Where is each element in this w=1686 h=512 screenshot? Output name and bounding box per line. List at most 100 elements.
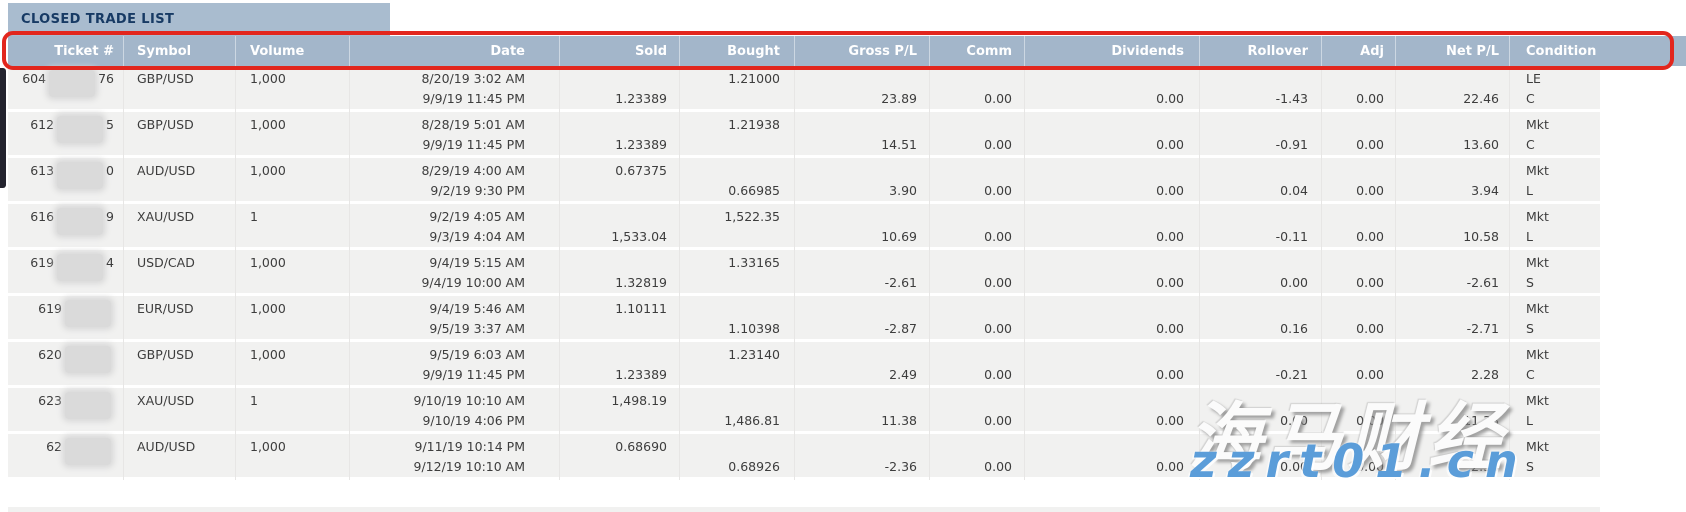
cell-line — [930, 299, 1012, 319]
cell-volume: 1 — [236, 204, 350, 250]
column-header-volume[interactable]: Volume — [236, 36, 350, 66]
cell-line: 0.00 — [1356, 229, 1384, 244]
cell-line: 13.60 — [1463, 137, 1499, 152]
partial-next-row — [8, 507, 1600, 512]
cell-sold: 0.68690 — [560, 434, 680, 480]
cell-line — [560, 115, 667, 135]
cell-line: 9/5/19 3:37 AM — [429, 321, 525, 336]
cell-line: 9/4/19 5:15 AM — [429, 255, 525, 270]
cell-line: 0.00 — [1156, 183, 1184, 198]
cell-line: 1.23389 — [615, 91, 667, 106]
cell-net_pl: 10.58 — [1396, 204, 1510, 250]
cell-date: 9/4/19 5:46 AM 9/5/19 3:37 AM — [350, 296, 560, 342]
cell-comm: 0.00 — [930, 250, 1025, 296]
cell-line — [560, 181, 667, 201]
cell-line: 0.68926 — [728, 459, 780, 474]
cell-line — [1322, 345, 1384, 365]
cell-line: C — [1526, 367, 1535, 382]
cell-line — [1396, 161, 1499, 181]
cell-line: C — [1526, 91, 1535, 106]
cell-gross_pl: -2.87 — [795, 296, 930, 342]
cell-net_pl: 22.46 — [1396, 66, 1510, 112]
cell-line — [250, 273, 349, 293]
cell-rollover: 0.00 — [1200, 250, 1322, 296]
cell-dividends: 0.00 — [1025, 250, 1200, 296]
cell-gross_pl: 14.51 — [795, 112, 930, 158]
cell-line: 0.00 — [1156, 91, 1184, 106]
cell-line: 1.21000 — [728, 71, 780, 86]
cell-symbol: XAU/USD — [124, 388, 236, 434]
cell-line: -0.11 — [1275, 229, 1308, 244]
cell-sold: 1.23389 — [560, 342, 680, 388]
column-header-comm[interactable]: Comm — [930, 36, 1025, 66]
cell-line — [1396, 299, 1499, 319]
cell-line: 2.28 — [1471, 367, 1499, 382]
closed-trade-list-tab[interactable]: CLOSED TRADE LIST — [8, 3, 390, 36]
column-header-symbol[interactable]: Symbol — [124, 36, 236, 66]
cell-line: 3.90 — [889, 183, 917, 198]
cell-bought: 1.23140 — [680, 342, 795, 388]
cell-line: 0.00 — [984, 183, 1012, 198]
cell-line — [795, 115, 917, 135]
column-header-adj[interactable]: Adj — [1322, 36, 1396, 66]
cell-line: 0.00 — [984, 459, 1012, 474]
cell-date: 9/2/19 4:05 AM 9/3/19 4:04 AM — [350, 204, 560, 250]
column-header-date[interactable]: Date — [350, 36, 560, 66]
cell-condition: Mkt L — [1510, 388, 1600, 434]
cell-line: 9/9/19 11:45 PM — [422, 367, 525, 382]
cell-line: 1,000 — [250, 117, 286, 132]
cell-rollover: 0.00 — [1200, 388, 1322, 434]
column-header-sold[interactable]: Sold — [560, 36, 680, 66]
cell-line — [1396, 207, 1499, 227]
trade-row: 616 9 XAU/USD 1 9/2/19 4:05 AM 9/3/19 4:04 AM… — [8, 204, 1600, 250]
column-header-condition[interactable]: Condition — [1526, 43, 1597, 59]
cell-line: -1.43 — [1275, 91, 1308, 106]
cell-ticket: 613 0 — [8, 158, 124, 204]
cell-condition: Mkt L — [1510, 158, 1600, 204]
cell-line — [560, 345, 667, 365]
cell-line: AUD/USD — [137, 439, 196, 454]
cell-line — [1025, 207, 1184, 227]
column-header-gross_pl[interactable]: Gross P/L — [795, 36, 930, 66]
cell-date: 9/11/19 10:14 PM 9/12/19 10:10 AM — [350, 434, 560, 480]
cell-line: 9/9/19 11:45 PM — [422, 137, 525, 152]
cell-line: Mkt — [1526, 117, 1549, 132]
trade-row: 612 5 GBP/USD 1,000 8/28/19 5:01 AM 9/9/19 11… — [8, 112, 1600, 158]
cell-line — [560, 457, 667, 477]
cell-net_pl: 13.60 — [1396, 112, 1510, 158]
column-header-net_pl[interactable]: Net P/L — [1396, 36, 1510, 66]
cell-line: 0.00 — [984, 367, 1012, 382]
column-header-rollover[interactable]: Rollover — [1200, 36, 1322, 66]
cell-line — [560, 69, 667, 89]
column-header-dividends[interactable]: Dividends — [1025, 36, 1200, 66]
cell-line: -2.61 — [884, 275, 917, 290]
cell-line: 0.00 — [1356, 413, 1384, 428]
cell-line: -0.91 — [1275, 137, 1308, 152]
cell-line: 22.46 — [1463, 91, 1499, 106]
cell-dividends: 0.00 — [1025, 66, 1200, 112]
cell-line — [1396, 345, 1499, 365]
cell-line: Mkt — [1526, 347, 1549, 362]
column-header-bought[interactable]: Bought — [680, 36, 795, 66]
cell-line: 1.23140 — [728, 347, 780, 362]
cell-line — [137, 227, 235, 247]
cell-line — [137, 411, 235, 431]
cell-line: Mkt — [1526, 209, 1549, 224]
cell-adj: 0.00 — [1322, 250, 1396, 296]
cell-line — [1025, 437, 1184, 457]
cell-gross_pl: 2.49 — [795, 342, 930, 388]
cell-symbol: GBP/USD — [124, 112, 236, 158]
cell-line: 14.51 — [881, 137, 917, 152]
trade-row: 62 AUD/USD 1,000 9/11/19 10:14 PM 9/12/19 10… — [8, 434, 1600, 480]
cell-line: 9/12/19 10:10 AM — [413, 459, 526, 474]
column-header-ticket[interactable]: Ticket # — [8, 36, 124, 66]
cell-line: Mkt — [1526, 301, 1549, 316]
cell-line: 8/28/19 5:01 AM — [421, 117, 525, 132]
cell-line — [795, 69, 917, 89]
cell-line — [930, 69, 1012, 89]
cell-line: L — [1526, 413, 1533, 428]
cell-symbol: AUD/USD — [124, 158, 236, 204]
cell-line — [1025, 161, 1184, 181]
cell-line: AUD/USD — [137, 163, 196, 178]
cell-adj: 0.00 — [1322, 342, 1396, 388]
